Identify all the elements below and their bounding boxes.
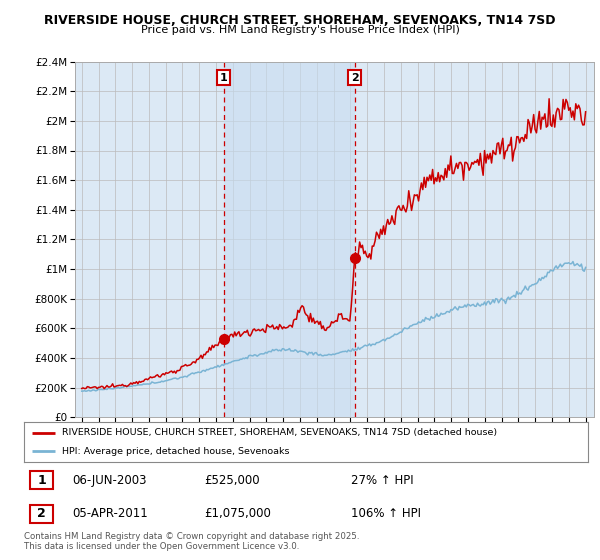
Text: Contains HM Land Registry data © Crown copyright and database right 2025.
This d: Contains HM Land Registry data © Crown c… xyxy=(24,532,359,552)
Text: £1,075,000: £1,075,000 xyxy=(205,507,271,520)
Text: Price paid vs. HM Land Registry's House Price Index (HPI): Price paid vs. HM Land Registry's House … xyxy=(140,25,460,35)
FancyBboxPatch shape xyxy=(29,505,53,523)
Text: 106% ↑ HPI: 106% ↑ HPI xyxy=(351,507,421,520)
Text: £525,000: £525,000 xyxy=(205,474,260,487)
Text: 1: 1 xyxy=(220,73,227,83)
Text: RIVERSIDE HOUSE, CHURCH STREET, SHOREHAM, SEVENOAKS, TN14 7SD (detached house): RIVERSIDE HOUSE, CHURCH STREET, SHOREHAM… xyxy=(62,428,497,437)
Text: RIVERSIDE HOUSE, CHURCH STREET, SHOREHAM, SEVENOAKS, TN14 7SD: RIVERSIDE HOUSE, CHURCH STREET, SHOREHAM… xyxy=(44,14,556,27)
Text: HPI: Average price, detached house, Sevenoaks: HPI: Average price, detached house, Seve… xyxy=(62,447,290,456)
Text: 1: 1 xyxy=(37,474,46,487)
Text: 05-APR-2011: 05-APR-2011 xyxy=(72,507,148,520)
FancyBboxPatch shape xyxy=(29,471,53,489)
Text: 2: 2 xyxy=(351,73,359,83)
Text: 2: 2 xyxy=(37,507,46,520)
Bar xyxy=(224,62,355,417)
Text: 27% ↑ HPI: 27% ↑ HPI xyxy=(351,474,414,487)
Text: 06-JUN-2003: 06-JUN-2003 xyxy=(72,474,146,487)
